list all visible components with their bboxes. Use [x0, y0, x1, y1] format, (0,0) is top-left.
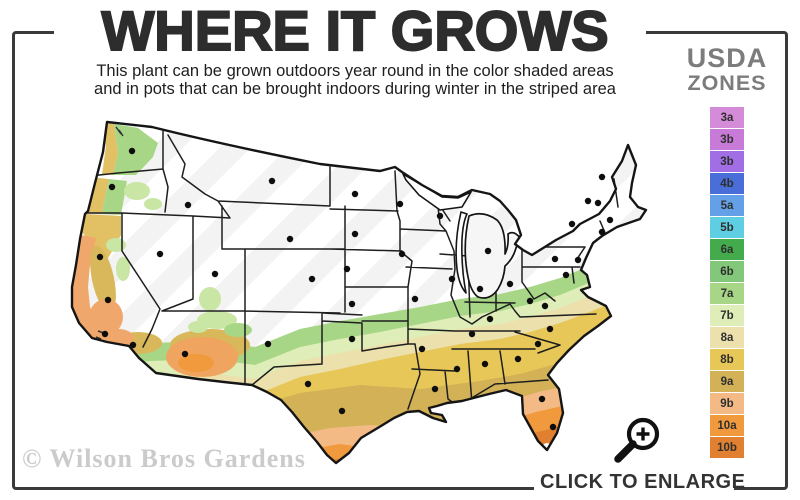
zone-swatch: 7b [710, 305, 744, 326]
us-country-outline [70, 120, 648, 465]
michigan-lower-peninsula [464, 212, 521, 299]
usda-zone-list: 3a 3b 3b 4b 5a 5b 6a 6b 7a 7b 8a 8b 9a 9b 10a 10b [710, 107, 744, 459]
florida-keys [549, 456, 567, 463]
title-border-gap [54, 24, 646, 38]
subtitle-line-1: This plant can be grown outdoors year ro… [96, 62, 614, 80]
city-dots [96, 147, 614, 431]
zone-swatch: 3b [710, 151, 744, 172]
zone-swatch: 3b [710, 129, 744, 150]
watermark: © Wilson Bros Gardens [22, 444, 306, 473]
enlarge-border-gap [534, 478, 734, 492]
zone-swatch: 9a [710, 371, 744, 392]
zone-swatch: 5a [710, 195, 744, 216]
subtitle-line-2: and in pots that can be brought indoors … [94, 80, 616, 98]
subtitle: This plant can be grown outdoors year ro… [30, 62, 680, 98]
page-title: WHERE IT GROWS [100, 0, 609, 63]
click-to-enlarge-button[interactable]: CLICK TO ENLARGE [540, 471, 746, 493]
zone-swatch: 3a [710, 107, 744, 128]
magnifier-zoom-plus-icon[interactable] [603, 410, 665, 470]
zone-swatch: 4b [710, 173, 744, 194]
zone-swatch: 5b [710, 217, 744, 238]
puget-sound-marks [115, 126, 124, 137]
west-coast-shading [72, 123, 252, 377]
usda-heading-line2: ZONES [687, 71, 767, 95]
zone-swatch: 10b [710, 437, 744, 458]
zone-swatch: 10a [710, 415, 744, 436]
usda-heading-line1: USDA [686, 43, 768, 73]
usda-zone-map [70, 120, 648, 465]
zone-swatch: 8a [710, 327, 744, 348]
zone-swatch: 8b [710, 349, 744, 370]
zone-swatch: 7a [710, 283, 744, 304]
lake-michigan [455, 211, 468, 294]
zone-swatch: 9b [710, 393, 744, 414]
zone-swatch: 6a [710, 239, 744, 260]
zone-swatch: 6b [710, 261, 744, 282]
usda-zones-heading: USDA ZONES [668, 44, 786, 95]
